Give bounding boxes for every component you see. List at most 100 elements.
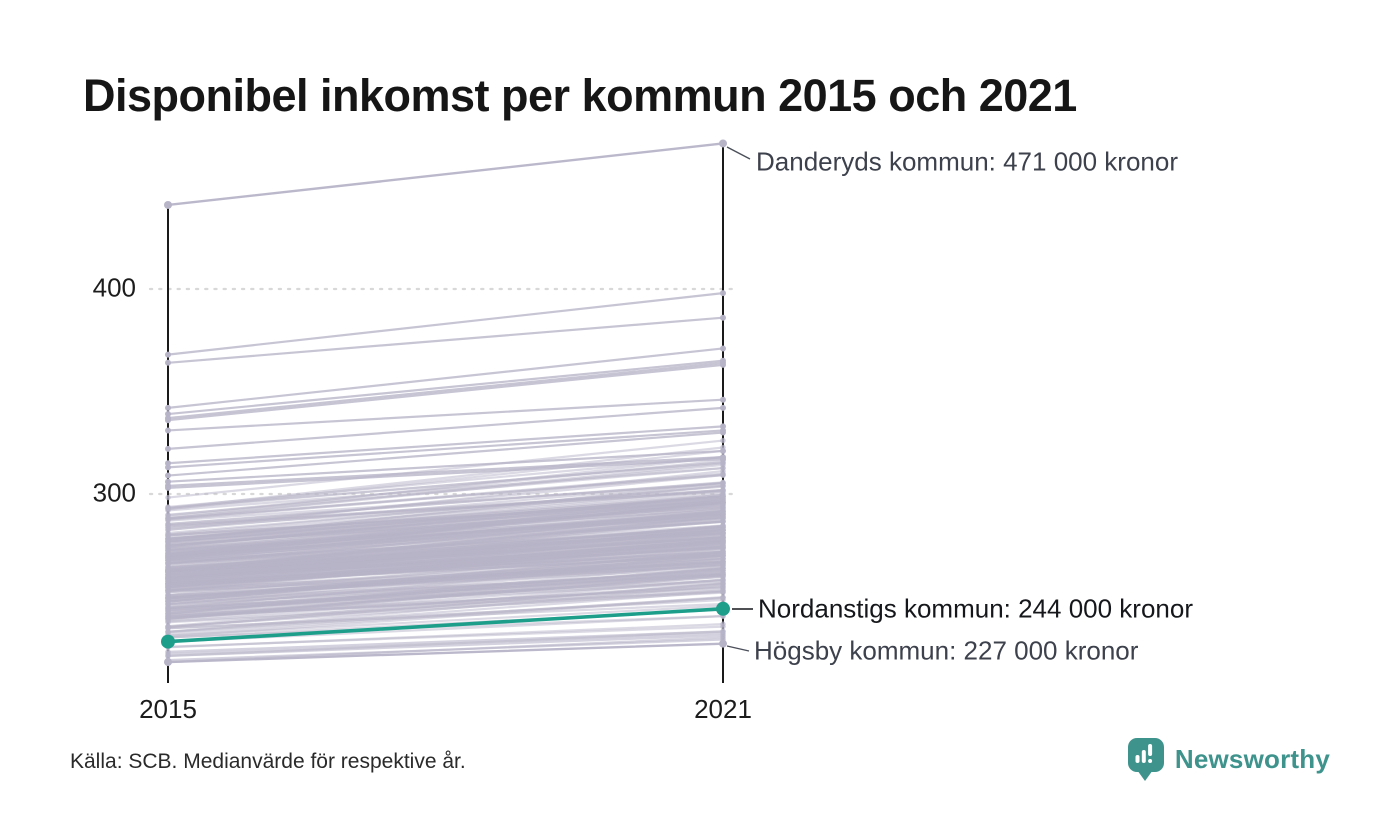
municipality-line-dot-2021 — [720, 574, 726, 580]
municipality-line-dot-2021 — [720, 396, 726, 403]
municipality-line — [166, 361, 725, 420]
municipality-line-dot-2021 — [720, 480, 726, 486]
municipality-line — [166, 575, 725, 617]
municipality-line — [166, 473, 725, 521]
municipality-line-dot-2021 — [720, 290, 726, 297]
municipality-line-dot-2015 — [165, 351, 171, 358]
municipality-line-dot-2021 — [720, 563, 726, 570]
municipality-line-dot-2015 — [165, 538, 171, 544]
municipality-line-dot-2021 — [720, 581, 726, 588]
municipality-line-dot-2021 — [720, 423, 726, 430]
y-axis-tick-400: 400 — [92, 272, 136, 303]
municipality-line — [166, 590, 725, 634]
municipality-line-dot-2015 — [165, 584, 171, 591]
municipality-line — [166, 458, 725, 489]
municipality-line — [166, 316, 725, 364]
municipality-line-dot-2015 — [165, 567, 171, 573]
municipality-line — [166, 512, 725, 559]
municipality-line-dot-2015 — [165, 571, 171, 578]
municipality-line-dot-2021 — [720, 429, 726, 436]
municipality-line — [166, 632, 725, 656]
municipality-line — [166, 431, 725, 477]
municipality-line-dot-2015 — [165, 623, 171, 630]
municipality-line-dot-2021 — [720, 623, 726, 630]
annotation-hogsby: Högsby kommun: 227 000 kronor — [754, 635, 1139, 666]
municipality-line — [166, 515, 725, 572]
municipality-line-dot-2015 — [165, 460, 171, 467]
newsworthy-branding: Newsworthy — [1126, 736, 1330, 782]
municipality-line-dot-2015 — [165, 612, 171, 618]
municipality-line — [166, 425, 725, 465]
annotation-nordanstig: Nordanstigs kommun: 244 000 kronor — [758, 593, 1194, 624]
municipality-line-dot-2021 — [720, 526, 726, 532]
municipality-line-dot-2015 — [165, 607, 171, 614]
municipality-line-dot-2015 — [165, 522, 171, 529]
municipality-line-dot-2015 — [165, 472, 171, 479]
municipality-line — [166, 596, 725, 638]
municipality-line-dot-2021 — [720, 488, 726, 495]
municipality-line-dot-2021 — [720, 314, 726, 321]
municipality-line-dot-2021 — [720, 404, 726, 411]
municipality-line — [166, 449, 725, 483]
municipality-line-dot-2015 — [165, 597, 171, 603]
municipality-line — [166, 481, 725, 525]
municipality-line-dot-2021 — [720, 494, 726, 500]
municipality-line — [166, 634, 725, 658]
municipality-line — [166, 481, 725, 542]
municipality-line — [166, 568, 725, 607]
municipality-line-dot-2021 — [720, 468, 726, 474]
municipality-line — [166, 398, 725, 432]
municipality-line — [166, 565, 725, 594]
municipality-line-dot-2015 — [165, 542, 171, 549]
municipality-line-dot-2015 — [165, 484, 171, 491]
line-danderyds-kommun-dot-2021 — [719, 139, 727, 148]
municipality-line-dot-2021 — [720, 570, 726, 576]
municipality-line — [166, 449, 725, 511]
y-axis-tick-300: 300 — [92, 477, 136, 508]
annotation-danderyd: Danderyds kommun: 471 000 kronor — [756, 146, 1179, 177]
municipality-line — [166, 506, 725, 553]
municipality-line — [166, 560, 725, 590]
municipality-line-dot-2015 — [165, 404, 171, 411]
municipality-line-dot-2015 — [165, 617, 171, 623]
municipality-line-dot-2015 — [165, 478, 171, 485]
municipality-line-dot-2021 — [720, 544, 726, 551]
municipality-line — [166, 536, 725, 572]
municipality-line-dot-2015 — [165, 506, 171, 512]
leader-hogsby — [726, 645, 750, 652]
municipality-line-dot-2021 — [720, 456, 726, 463]
municipality-line-dot-2021 — [720, 595, 726, 601]
municipality-line — [166, 439, 725, 499]
municipality-line — [166, 292, 725, 356]
municipality-line-dot-2021 — [720, 587, 726, 594]
municipality-line-dot-2015 — [165, 589, 171, 595]
line-h-gsby-kommun-dot-2015 — [164, 658, 172, 667]
line-h-gsby-kommun-dot-2021 — [719, 639, 727, 648]
municipality-line-dot-2021 — [720, 502, 726, 508]
municipality-line — [166, 544, 725, 576]
municipality-line-dot-2015 — [165, 554, 171, 561]
municipality-line — [166, 456, 725, 487]
highlight-line-nordanstigs-kommun — [166, 606, 725, 644]
municipality-line-dot-2015 — [165, 531, 171, 538]
municipality-line — [166, 630, 725, 653]
leader-danderyd — [726, 146, 751, 160]
municipality-line-dot-2015 — [165, 464, 171, 471]
municipality-line-dot-2015 — [165, 411, 171, 418]
municipality-line — [166, 495, 725, 542]
municipality-line — [166, 359, 725, 416]
municipality-line-dot-2021 — [720, 345, 726, 352]
municipality-line-dot-2021 — [720, 628, 726, 635]
municipality-line — [166, 528, 725, 562]
municipality-line-dot-2015 — [165, 649, 171, 655]
chart-title: Disponibel inkomst per kommun 2015 och 2… — [83, 70, 1077, 121]
highlight-line-nordanstigs-kommun-dot-2015 — [161, 634, 175, 649]
municipality-line-dot-2015 — [165, 512, 171, 518]
line-h-gsby-kommun — [166, 642, 725, 664]
municipality-line — [166, 550, 725, 582]
municipality-line — [166, 490, 725, 527]
municipality-line-dot-2015 — [165, 494, 171, 501]
municipality-line-dot-2015 — [165, 527, 171, 533]
municipality-line — [166, 363, 725, 422]
